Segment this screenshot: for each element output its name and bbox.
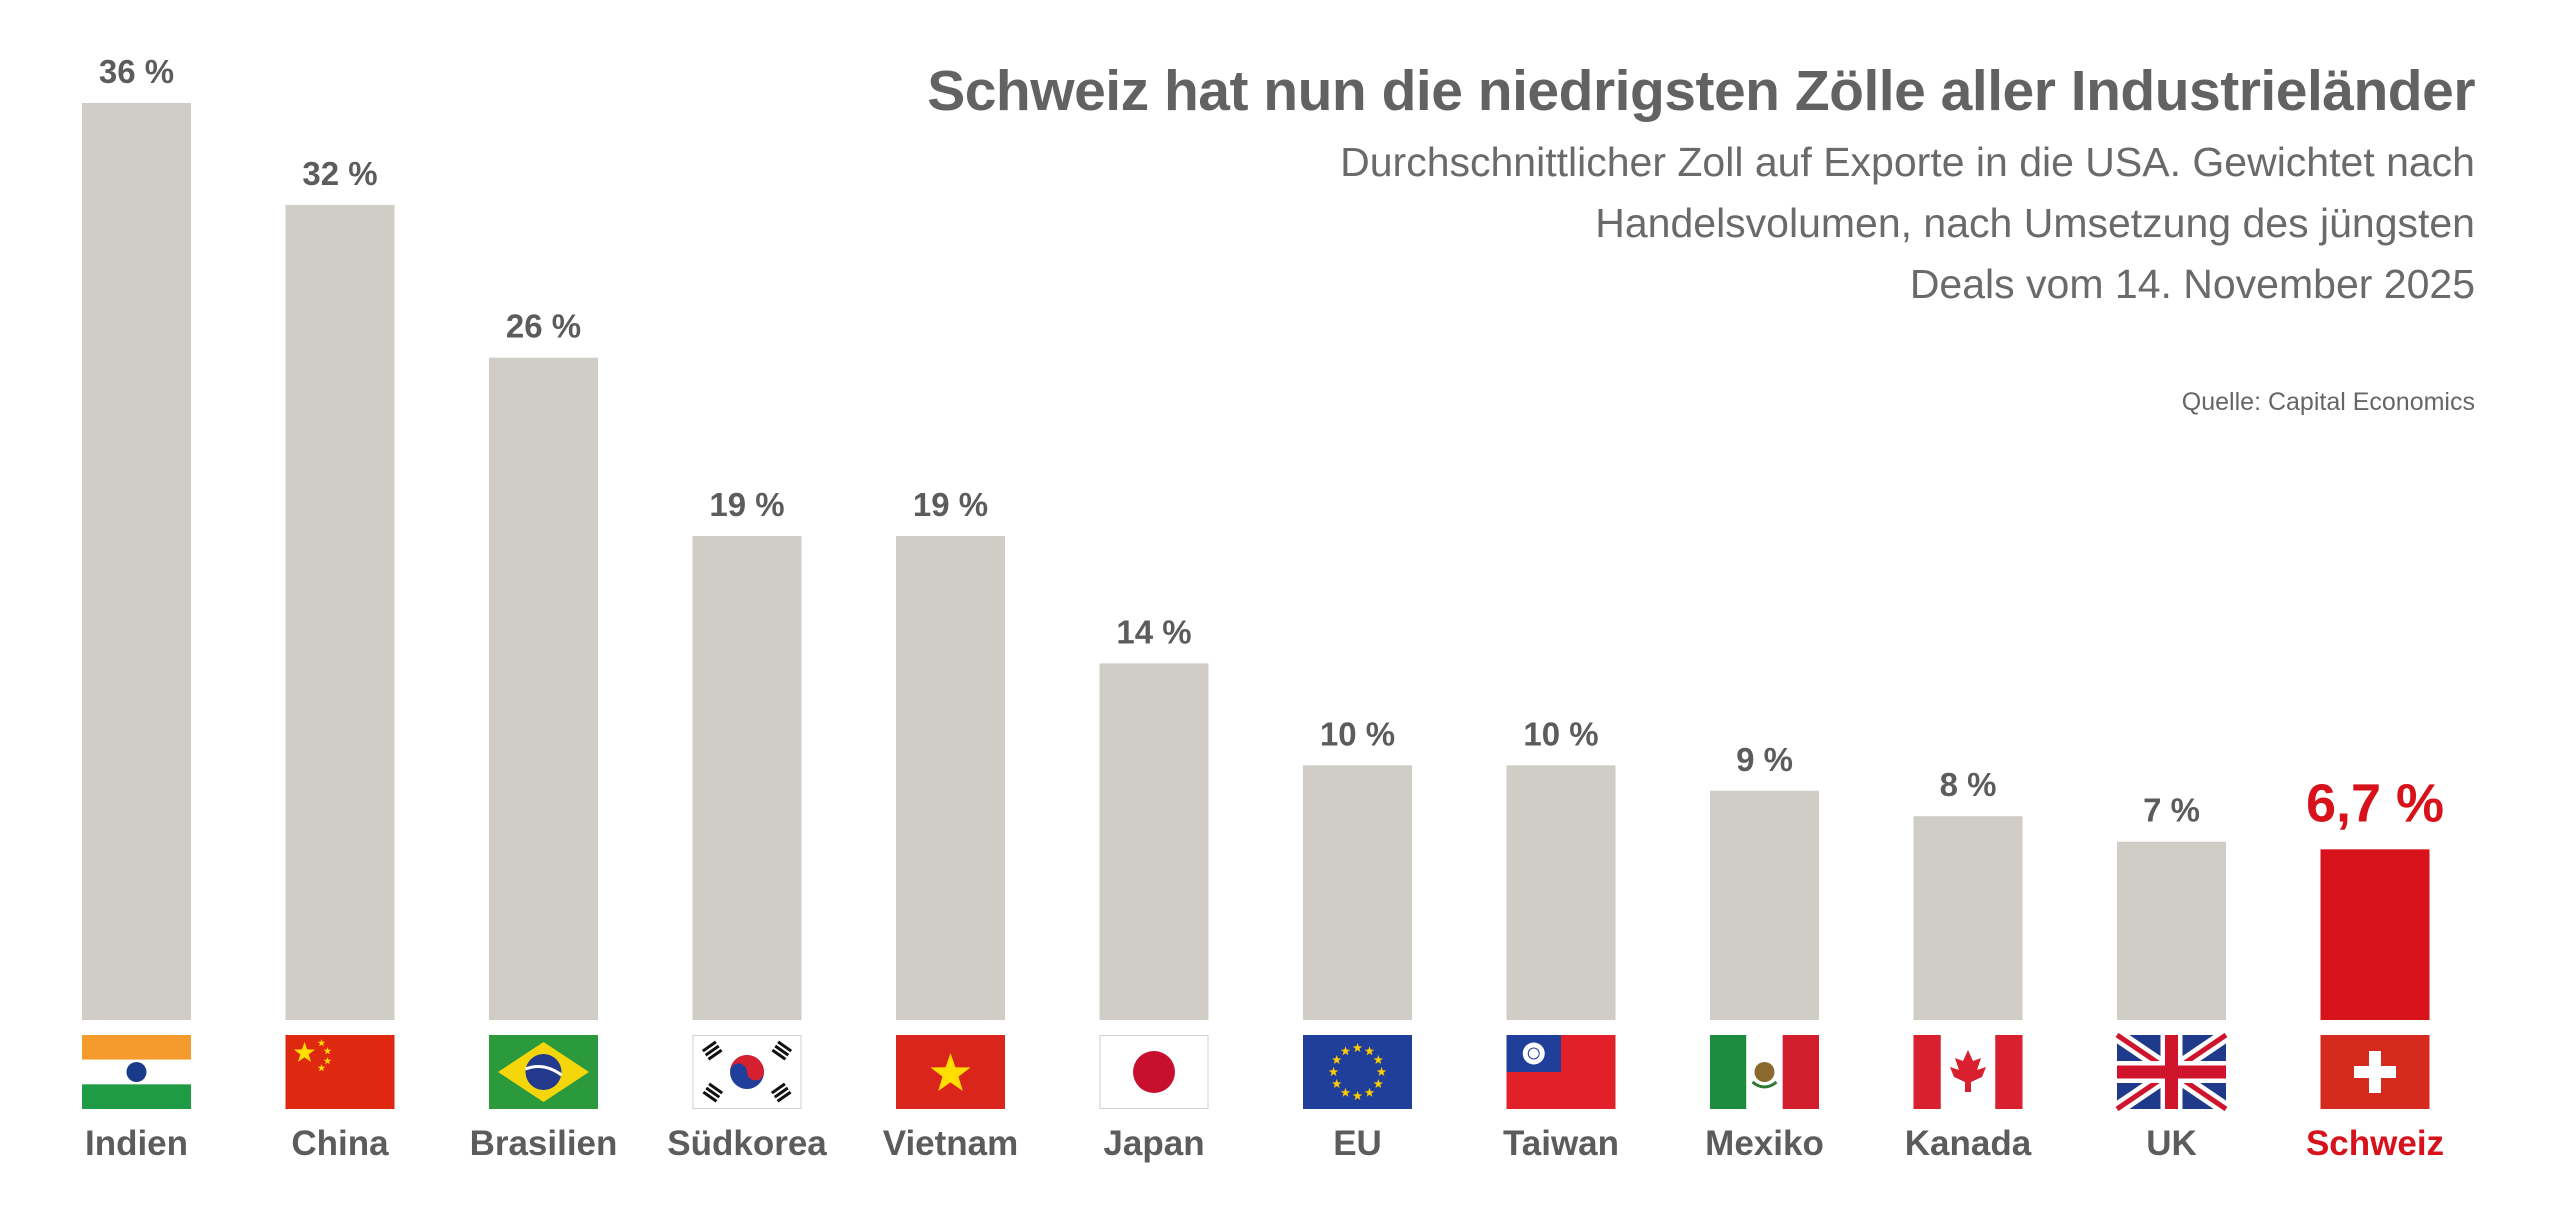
value-label: 10 %: [1523, 715, 1598, 752]
eu-flag-icon: [1303, 1035, 1412, 1109]
chart-subtitle: Durchschnittlicher Zoll auf Exporte in d…: [1075, 132, 2475, 315]
bar-japan: [1099, 663, 1209, 1020]
category-label: Schweiz: [2306, 1124, 2444, 1163]
value-label: 14 %: [1116, 613, 1191, 650]
value-label: 19 %: [709, 486, 784, 523]
category-label: Indien: [85, 1124, 188, 1163]
value-label: 7 %: [2143, 792, 2200, 829]
chart-title: Schweiz hat nun die niedrigsten Zölle al…: [927, 59, 2475, 123]
china-flag-icon: [285, 1035, 395, 1109]
vietnam-flag-icon: [896, 1035, 1005, 1109]
south-korea-flag-icon: [692, 1035, 802, 1109]
japan-flag-icon: [1099, 1035, 1209, 1109]
bar-brasilien: [489, 357, 598, 1020]
category-label: Südkorea: [667, 1124, 827, 1163]
subtitle-line: Deals vom 14. November 2025: [1909, 261, 2475, 307]
bar-vietnam: [896, 536, 1005, 1020]
value-label: 36 %: [99, 53, 174, 90]
bar-taiwan: [1506, 765, 1616, 1020]
category-label: Japan: [1103, 1124, 1204, 1163]
category-label: Taiwan: [1503, 1124, 1619, 1163]
category-label: Kanada: [1905, 1124, 2032, 1163]
bar-china: [285, 204, 395, 1020]
taiwan-flag-icon: [1506, 1035, 1616, 1109]
category-label: EU: [1333, 1124, 1382, 1163]
value-label: 6,7 %: [2306, 773, 2444, 833]
category-label: China: [291, 1124, 389, 1163]
value-label: 26 %: [506, 308, 581, 345]
canada-flag-icon: [1913, 1035, 2023, 1109]
india-flag-icon: [82, 1035, 191, 1109]
bar-mexiko: [1710, 790, 1819, 1020]
bar-schweiz: [2320, 849, 2430, 1020]
value-label: 10 %: [1320, 715, 1395, 752]
bar-indien: [82, 103, 191, 1020]
bar-südkorea: [692, 536, 802, 1020]
category-label: UK: [2146, 1124, 2197, 1163]
value-label: 32 %: [302, 155, 377, 192]
bar-uk: [2117, 841, 2226, 1020]
bar-kanada: [1913, 816, 2023, 1020]
bar-eu: [1303, 765, 1412, 1020]
subtitle-line: Durchschnittlicher Zoll auf Exporte in d…: [1340, 139, 2475, 185]
switzerland-flag-icon: [2320, 1035, 2430, 1109]
value-label: 19 %: [913, 486, 988, 523]
value-label: 9 %: [1736, 741, 1793, 778]
category-label: Mexiko: [1705, 1124, 1824, 1163]
source-note: Quelle: Capital Economics: [2181, 388, 2475, 416]
subtitle-line: Handelsvolumen, nach Umsetzung des jüngs…: [1595, 200, 2475, 246]
value-label: 8 %: [1940, 766, 1997, 803]
mexico-flag-icon: [1710, 1035, 1819, 1109]
category-label: Vietnam: [883, 1124, 1019, 1163]
brazil-flag-icon: [489, 1035, 598, 1109]
category-label: Brasilien: [470, 1124, 618, 1163]
uk-flag-icon: [2113, 1029, 2230, 1115]
